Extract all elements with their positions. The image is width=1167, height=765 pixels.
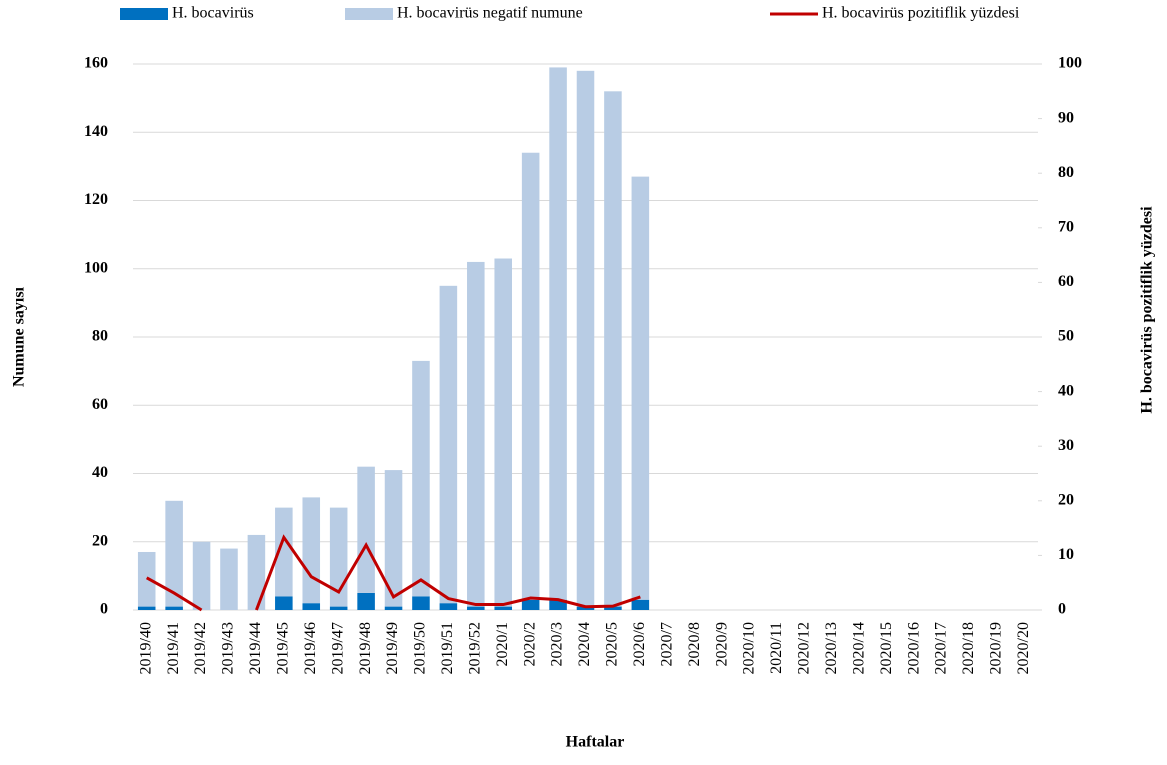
bar (384, 470, 403, 607)
legend-marker (345, 8, 393, 20)
x-tick-label: 2019/40 (137, 622, 154, 674)
bar (604, 606, 622, 610)
bar (521, 599, 540, 610)
x-tick-label: 2020/7 (658, 622, 675, 666)
bar (412, 596, 430, 610)
bar (576, 606, 595, 610)
x-tick-label: 2020/1 (494, 622, 511, 666)
y-tick-label: 80 (92, 328, 108, 345)
x-tick-label: 2019/41 (165, 622, 182, 674)
y2-tick-label: 80 (1058, 164, 1074, 181)
bar (137, 606, 156, 610)
y2-tick-label: 40 (1058, 382, 1074, 399)
y2-tick-label: 10 (1058, 546, 1074, 563)
bar (165, 606, 183, 610)
x-tick-label: 2020/18 (960, 622, 977, 674)
x-tick-label: 2020/19 (988, 622, 1005, 674)
y2-tick-label: 70 (1058, 218, 1074, 235)
y2-tick-label: 90 (1058, 109, 1074, 126)
y-axis-label: Numune sayısı (11, 286, 28, 387)
x-tick-label: 2019/44 (247, 622, 264, 674)
x-tick-label: 2020/6 (631, 622, 648, 666)
x-tick-label: 2020/4 (576, 622, 593, 666)
bar (631, 176, 650, 600)
x-tick-label: 2020/2 (521, 622, 538, 666)
bar (357, 592, 375, 610)
x-axis-label: Haftalar (566, 734, 625, 751)
x-tick-label: 2020/9 (713, 622, 730, 666)
y-tick-label: 0 (100, 601, 108, 618)
bar (192, 541, 211, 610)
x-tick-label: 2019/46 (302, 622, 319, 674)
bar (165, 500, 183, 607)
x-tick-label: 2020/13 (823, 622, 840, 674)
y-tick-label: 60 (92, 396, 108, 413)
x-tick-label: 2019/42 (192, 622, 209, 674)
x-tick-label: 2020/3 (549, 622, 566, 666)
bar (494, 606, 513, 610)
line (145, 534, 641, 612)
legend-marker (120, 8, 168, 20)
bar (467, 261, 485, 607)
bar (275, 596, 293, 610)
bar (549, 599, 567, 610)
legend-label: H. bocavirüs pozitiflik yüzdesi (822, 5, 1020, 22)
bar (521, 152, 540, 600)
x-tick-label: 2019/52 (466, 622, 483, 674)
y2-tick-label: 100 (1058, 55, 1082, 72)
bar (439, 603, 458, 610)
y2-tick-label: 20 (1058, 491, 1074, 508)
bar (384, 606, 403, 610)
bar (631, 599, 650, 610)
bar (604, 91, 622, 607)
x-tick-label: 2019/50 (412, 622, 429, 674)
x-tick-label: 2020/16 (905, 622, 922, 674)
y2-tick-label: 30 (1058, 437, 1074, 454)
y2-tick-label: 60 (1058, 273, 1074, 290)
y-tick-label: 20 (92, 532, 108, 549)
bar (439, 285, 458, 604)
x-tick-label: 2020/11 (768, 622, 785, 674)
y-tick-label: 140 (84, 123, 108, 140)
x-tick-label: 2020/8 (686, 622, 703, 666)
x-tick-label: 2019/47 (329, 622, 346, 674)
x-tick-label: 2020/12 (796, 622, 813, 674)
legend-label: H. bocavirüs negatif numune (397, 5, 583, 22)
x-tick-label: 2019/49 (384, 622, 401, 674)
x-tick-label: 2019/48 (357, 622, 374, 674)
y-tick-label: 160 (84, 55, 108, 72)
y2-tick-label: 50 (1058, 328, 1074, 345)
bar (467, 606, 485, 610)
bar (302, 497, 321, 604)
x-tick-label: 2020/14 (850, 622, 867, 674)
x-tick-label: 2020/10 (741, 622, 758, 674)
bar (329, 606, 348, 610)
y2-tick-label: 0 (1058, 601, 1066, 618)
x-tick-label: 2020/15 (878, 622, 895, 674)
bar (247, 534, 266, 610)
bar (302, 603, 321, 610)
bar (220, 548, 238, 610)
y-tick-label: 40 (92, 464, 108, 481)
bar (576, 70, 595, 607)
y2-axis-label: H. bocavirüs pozitiflik yüzdesi (1139, 206, 1156, 414)
x-tick-label: 2020/5 (604, 622, 621, 666)
x-tick-label: 2020/17 (933, 622, 950, 674)
bar (549, 67, 567, 600)
y-tick-label: 100 (84, 259, 108, 276)
legend-label: H. bocavirüs (172, 5, 254, 22)
bar (275, 507, 293, 597)
bar (494, 258, 513, 607)
x-tick-label: 2019/51 (439, 622, 456, 674)
x-tick-label: 2019/45 (275, 622, 292, 674)
y-tick-label: 120 (84, 191, 108, 208)
x-tick-label: 2020/20 (1015, 622, 1032, 674)
bar (357, 466, 375, 593)
x-tick-label: 2019/43 (220, 622, 237, 674)
bar (412, 360, 430, 597)
